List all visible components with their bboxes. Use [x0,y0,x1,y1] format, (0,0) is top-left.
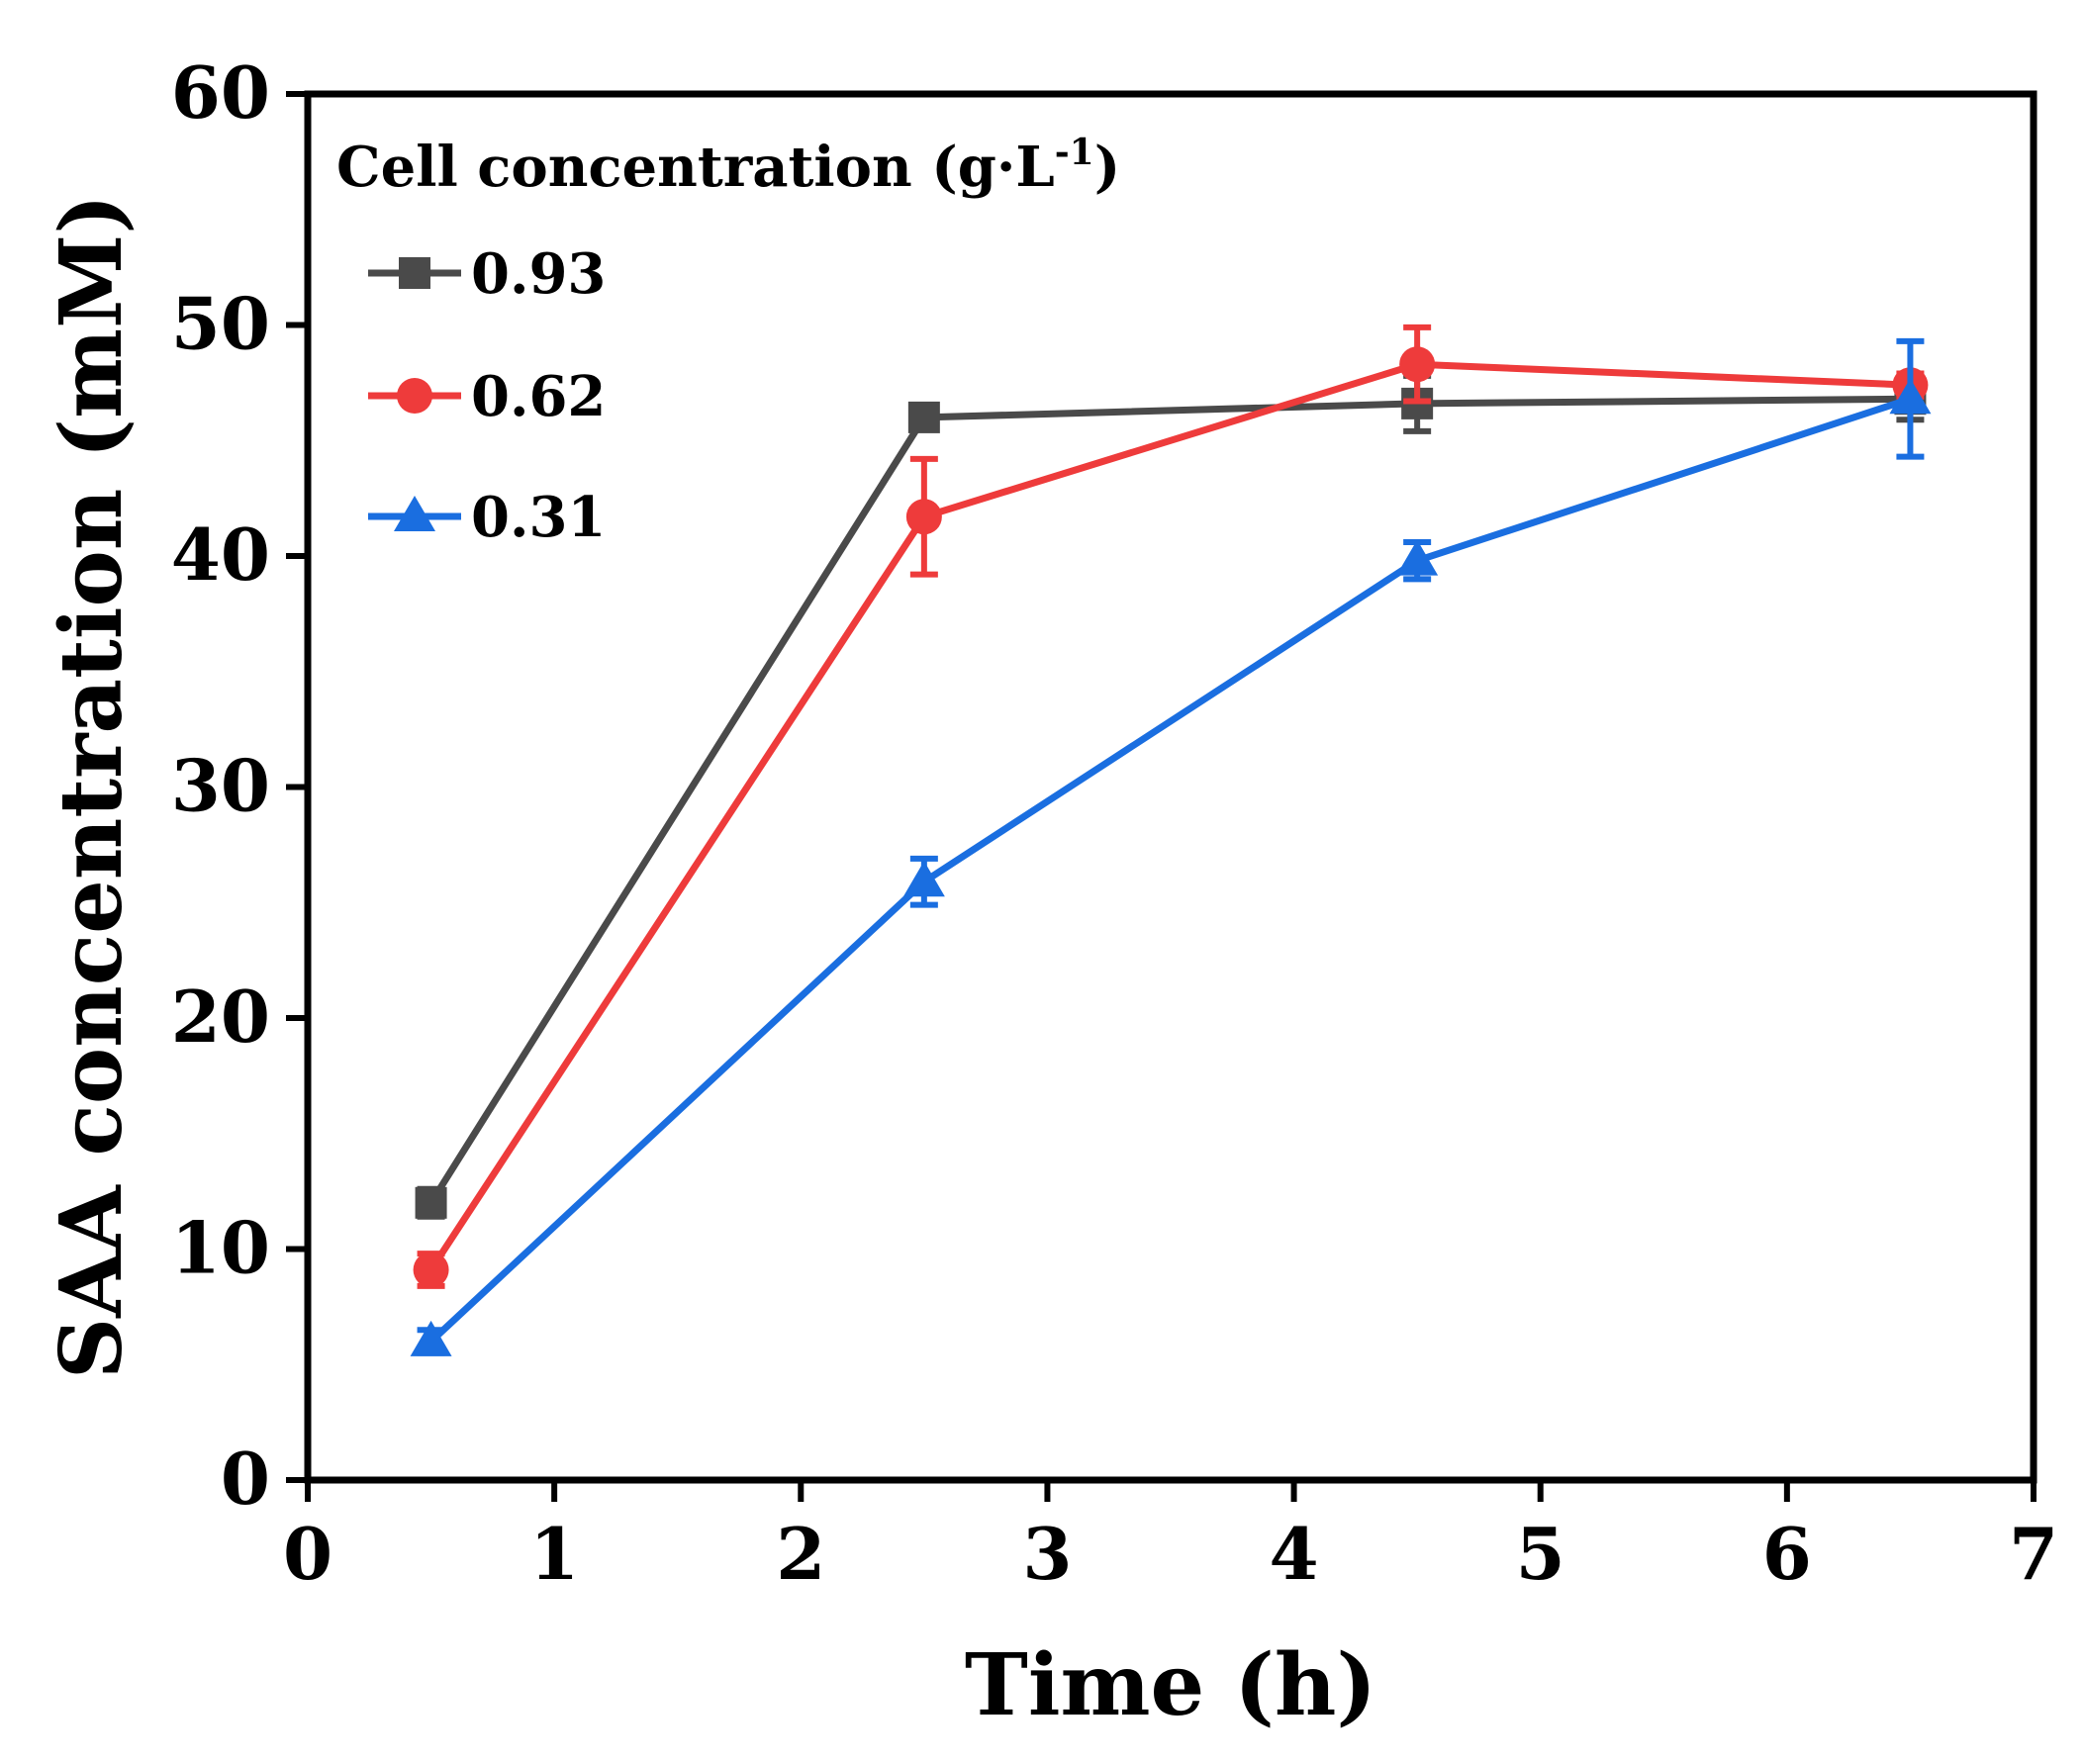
y-tick-label: 40 [171,512,270,597]
plot-frame [304,90,2037,1484]
y-tick-label: 30 [171,744,270,828]
x-tick-label: 5 [1516,1512,1565,1596]
x-tick-label: 3 [1022,1512,1072,1596]
x-tick-label: 2 [776,1512,825,1596]
data-point [410,1320,452,1356]
y-tick-label: 50 [171,282,270,366]
data-point [1889,378,1932,415]
series-line [428,395,1912,1345]
y-tick-label: 0 [221,1437,270,1521]
ticks-layer: 0 1 2 3 4 5 6 7 0 10 20 30 40 50 60 [171,50,2058,1596]
x-tick-label: 1 [529,1512,579,1596]
series-0.93 [415,372,1927,1220]
y-tick-label: 10 [171,1206,270,1290]
legend-label: 0.93 [471,241,606,307]
legend-marker [394,496,435,531]
data-point [415,1186,447,1219]
legend: Cell concentration (g·L-1) 0.93 0.62 0.31 [336,132,1120,550]
series-layer [410,324,1932,1356]
series-line [427,360,1911,1272]
x-tick-label: 7 [2009,1512,2058,1596]
data-point [1396,539,1439,576]
y-axis-title: SAA concentration (mM) [42,194,142,1379]
legend-title-end: ) [1094,135,1121,200]
legend-item-0.31: 0.31 [368,485,606,550]
legend-item-0.93: 0.93 [368,241,606,307]
y-tick-label: 20 [171,975,270,1059]
data-point [413,1252,449,1288]
legend-label: 0.62 [471,364,606,429]
data-point [902,861,945,897]
legend-label: 0.31 [471,485,606,550]
series-line [427,395,1911,1205]
legend-marker [399,257,430,289]
data-point [1399,346,1436,383]
legend-title-superscript: -1 [1055,132,1094,173]
data-point [905,499,942,535]
data-point [907,401,940,433]
series-0.31 [410,337,1932,1356]
legend-title: Cell concentration (g·L-1) [336,132,1120,200]
legend-title-main: Cell concentration (g·L [336,135,1055,200]
y-tick-label: 60 [171,50,270,135]
legend-item-0.62: 0.62 [368,364,606,429]
x-tick-label: 6 [1762,1512,1812,1596]
x-tick-label: 0 [283,1512,332,1596]
x-tick-label: 4 [1270,1512,1319,1596]
x-axis-title: Time (h) [965,1635,1376,1735]
legend-marker [397,378,432,414]
